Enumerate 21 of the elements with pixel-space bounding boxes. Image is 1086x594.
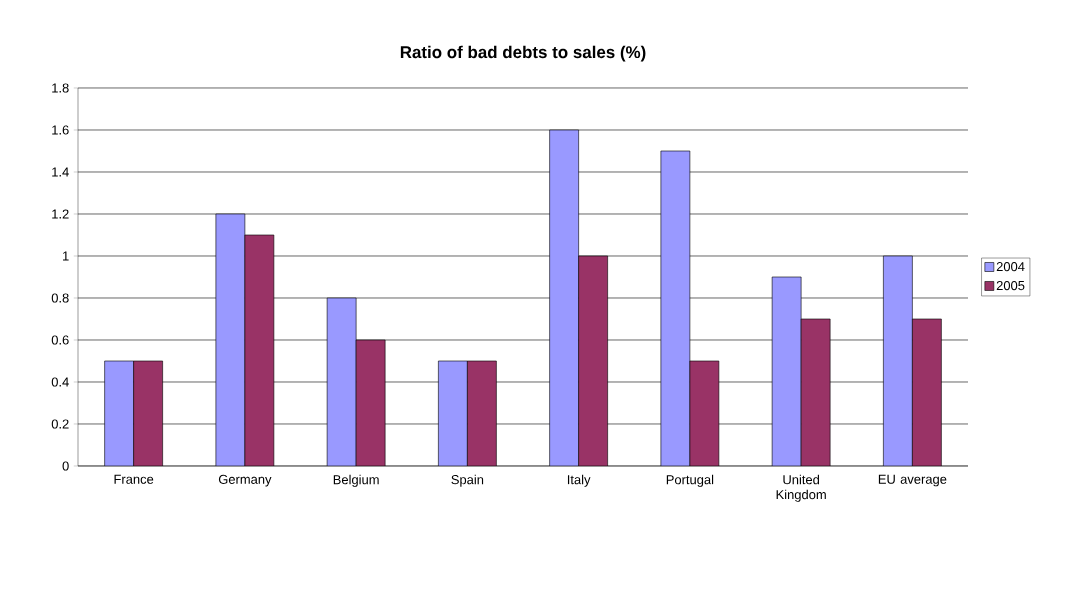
legend-label: 2004 [996, 262, 1025, 272]
x-tick-label: Italy [567, 474, 591, 487]
x-tick-label: Spain [451, 474, 484, 487]
y-tick-label: 0 [62, 461, 69, 471]
x-tick-label: EU average [878, 474, 947, 487]
x-tick-label: France [114, 474, 154, 484]
y-tick-label: 0.4 [51, 377, 69, 387]
y-tick-label: 1.8 [52, 83, 69, 93]
y-tick-label: 0.2 [51, 419, 69, 429]
x-tick-label: United Kingdom [776, 474, 826, 502]
y-tick-label: 0.8 [51, 293, 69, 303]
legend-label: 2005 [996, 280, 1025, 291]
x-tick-label: Germany [218, 474, 272, 487]
x-tick-label: Belgium [333, 474, 379, 487]
y-tick-label: 1.6 [52, 125, 69, 135]
y-tick-label: 1.2 [52, 209, 69, 219]
x-tick-label: Portugal [666, 474, 714, 487]
y-tick-label: 0.6 [51, 335, 69, 345]
y-tick-label: 1 [63, 251, 69, 261]
chart-title: Ratio of bad debts to sales (%) [400, 45, 646, 62]
y-tick-label: 1.4 [52, 167, 69, 177]
